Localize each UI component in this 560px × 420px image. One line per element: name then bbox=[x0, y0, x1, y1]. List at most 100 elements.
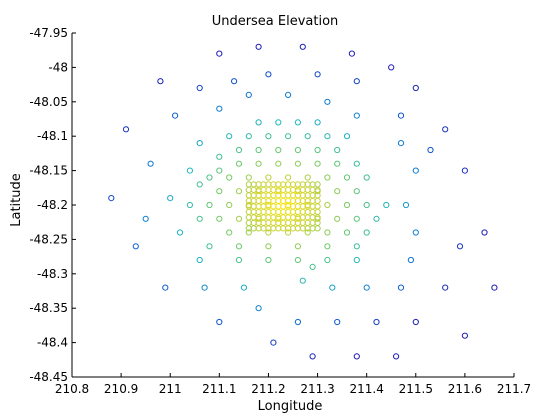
data-point bbox=[285, 133, 292, 140]
data-point bbox=[294, 146, 301, 154]
data-point bbox=[226, 174, 233, 181]
data-point bbox=[481, 229, 488, 236]
y-tick-label: -47.95 bbox=[29, 26, 68, 40]
data-point bbox=[324, 229, 331, 236]
data-point bbox=[397, 112, 405, 119]
data-point bbox=[235, 243, 243, 250]
data-point bbox=[324, 256, 331, 264]
data-point bbox=[270, 339, 277, 346]
data-point bbox=[309, 353, 316, 360]
data-point bbox=[353, 160, 360, 167]
data-point bbox=[324, 243, 331, 250]
data-point bbox=[265, 71, 272, 78]
data-point bbox=[294, 256, 301, 264]
x-tick-label: 211.6 bbox=[448, 382, 482, 396]
data-point bbox=[226, 201, 233, 209]
data-point bbox=[363, 229, 370, 236]
chart-title: Undersea Elevation bbox=[212, 14, 339, 29]
data-point bbox=[216, 188, 223, 195]
data-point bbox=[176, 229, 184, 236]
data-point bbox=[407, 256, 414, 264]
data-point bbox=[285, 174, 292, 181]
data-point bbox=[314, 203, 321, 210]
data-point bbox=[275, 146, 282, 154]
data-point bbox=[186, 201, 193, 209]
data-point bbox=[491, 284, 498, 291]
x-tick-label: 211.5 bbox=[399, 382, 433, 396]
data-point bbox=[304, 133, 311, 140]
data-point bbox=[334, 188, 341, 195]
data-point bbox=[216, 318, 223, 326]
x-ticks: 210.8 210.9 211 211.1 211.2 211.3 211.4 211.5 21… bbox=[55, 373, 531, 396]
data-point bbox=[461, 167, 468, 174]
data-point bbox=[235, 188, 243, 195]
data-point bbox=[240, 284, 247, 291]
data-point bbox=[348, 50, 355, 57]
data-point bbox=[314, 160, 321, 167]
data-point bbox=[334, 318, 341, 326]
data-point bbox=[299, 277, 306, 284]
data-point bbox=[245, 91, 252, 99]
data-point bbox=[108, 195, 115, 202]
data-point bbox=[299, 43, 306, 50]
data-point bbox=[314, 197, 321, 204]
data-point bbox=[324, 201, 331, 209]
y-tick-label: -48.2 bbox=[37, 198, 68, 212]
data-point bbox=[314, 181, 321, 188]
y-ticks: -47.95 -48 -48.05 -48.1 -48.15 -48.2 -48.25 -48… bbox=[29, 26, 76, 384]
data-point bbox=[314, 225, 321, 232]
data-point bbox=[172, 112, 179, 119]
data-point bbox=[353, 215, 360, 222]
data-point bbox=[294, 119, 301, 126]
data-point bbox=[147, 160, 154, 167]
data-point bbox=[142, 215, 149, 222]
data-point bbox=[353, 256, 360, 264]
data-point bbox=[201, 284, 208, 291]
x-tick-label: 211.1 bbox=[202, 382, 236, 396]
data-point bbox=[162, 284, 169, 291]
data-point bbox=[363, 201, 370, 209]
data-point bbox=[442, 126, 449, 133]
data-point bbox=[245, 133, 252, 140]
data-point bbox=[216, 215, 223, 222]
data-point bbox=[343, 174, 351, 181]
data-point bbox=[196, 215, 203, 222]
data-points bbox=[108, 43, 498, 360]
x-tick-label: 211.3 bbox=[300, 382, 334, 396]
data-point bbox=[235, 256, 243, 264]
data-point bbox=[265, 174, 272, 181]
data-point bbox=[275, 119, 282, 126]
data-point bbox=[353, 188, 360, 195]
data-point bbox=[412, 167, 419, 174]
data-point bbox=[324, 174, 331, 181]
data-point bbox=[412, 318, 419, 326]
data-point bbox=[373, 318, 380, 326]
data-point bbox=[245, 229, 252, 236]
data-point bbox=[329, 284, 336, 291]
data-point bbox=[343, 133, 351, 140]
data-point bbox=[314, 119, 321, 126]
data-point bbox=[383, 201, 390, 209]
data-point bbox=[226, 229, 233, 236]
y-tick-label: -48.4 bbox=[37, 336, 68, 350]
data-point bbox=[275, 160, 282, 167]
data-point bbox=[324, 98, 331, 105]
data-point bbox=[255, 146, 262, 154]
data-point bbox=[304, 229, 311, 236]
y-tick-label: -48.1 bbox=[37, 129, 68, 143]
data-point bbox=[196, 140, 203, 147]
data-point bbox=[314, 208, 321, 215]
data-point bbox=[363, 284, 370, 291]
data-point bbox=[343, 229, 351, 236]
data-point bbox=[456, 243, 464, 250]
data-point bbox=[167, 195, 174, 202]
data-point bbox=[255, 43, 262, 50]
data-point bbox=[206, 174, 213, 181]
data-point bbox=[334, 160, 341, 167]
data-point bbox=[265, 229, 272, 236]
axes bbox=[71, 33, 514, 378]
y-tick-label: -48.15 bbox=[29, 164, 68, 178]
data-point bbox=[343, 201, 351, 209]
data-point bbox=[265, 256, 272, 264]
